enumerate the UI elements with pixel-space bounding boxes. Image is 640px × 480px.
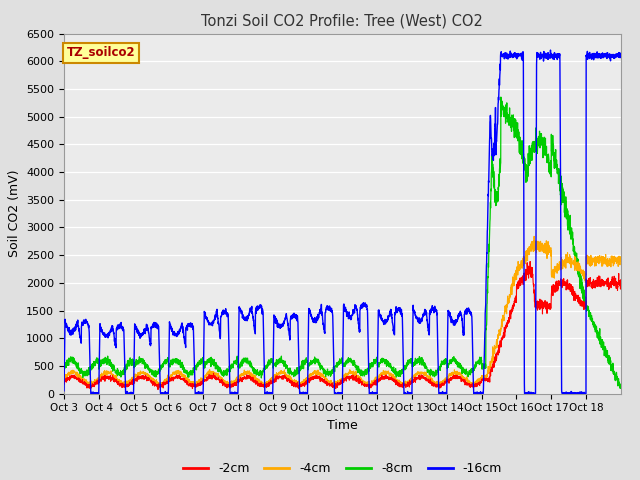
Legend: -2cm, -4cm, -8cm, -16cm: -2cm, -4cm, -8cm, -16cm [178, 457, 507, 480]
X-axis label: Time: Time [327, 419, 358, 432]
Text: TZ_soilco2: TZ_soilco2 [67, 46, 136, 59]
Title: Tonzi Soil CO2 Profile: Tree (West) CO2: Tonzi Soil CO2 Profile: Tree (West) CO2 [202, 13, 483, 28]
Y-axis label: Soil CO2 (mV): Soil CO2 (mV) [8, 170, 20, 257]
